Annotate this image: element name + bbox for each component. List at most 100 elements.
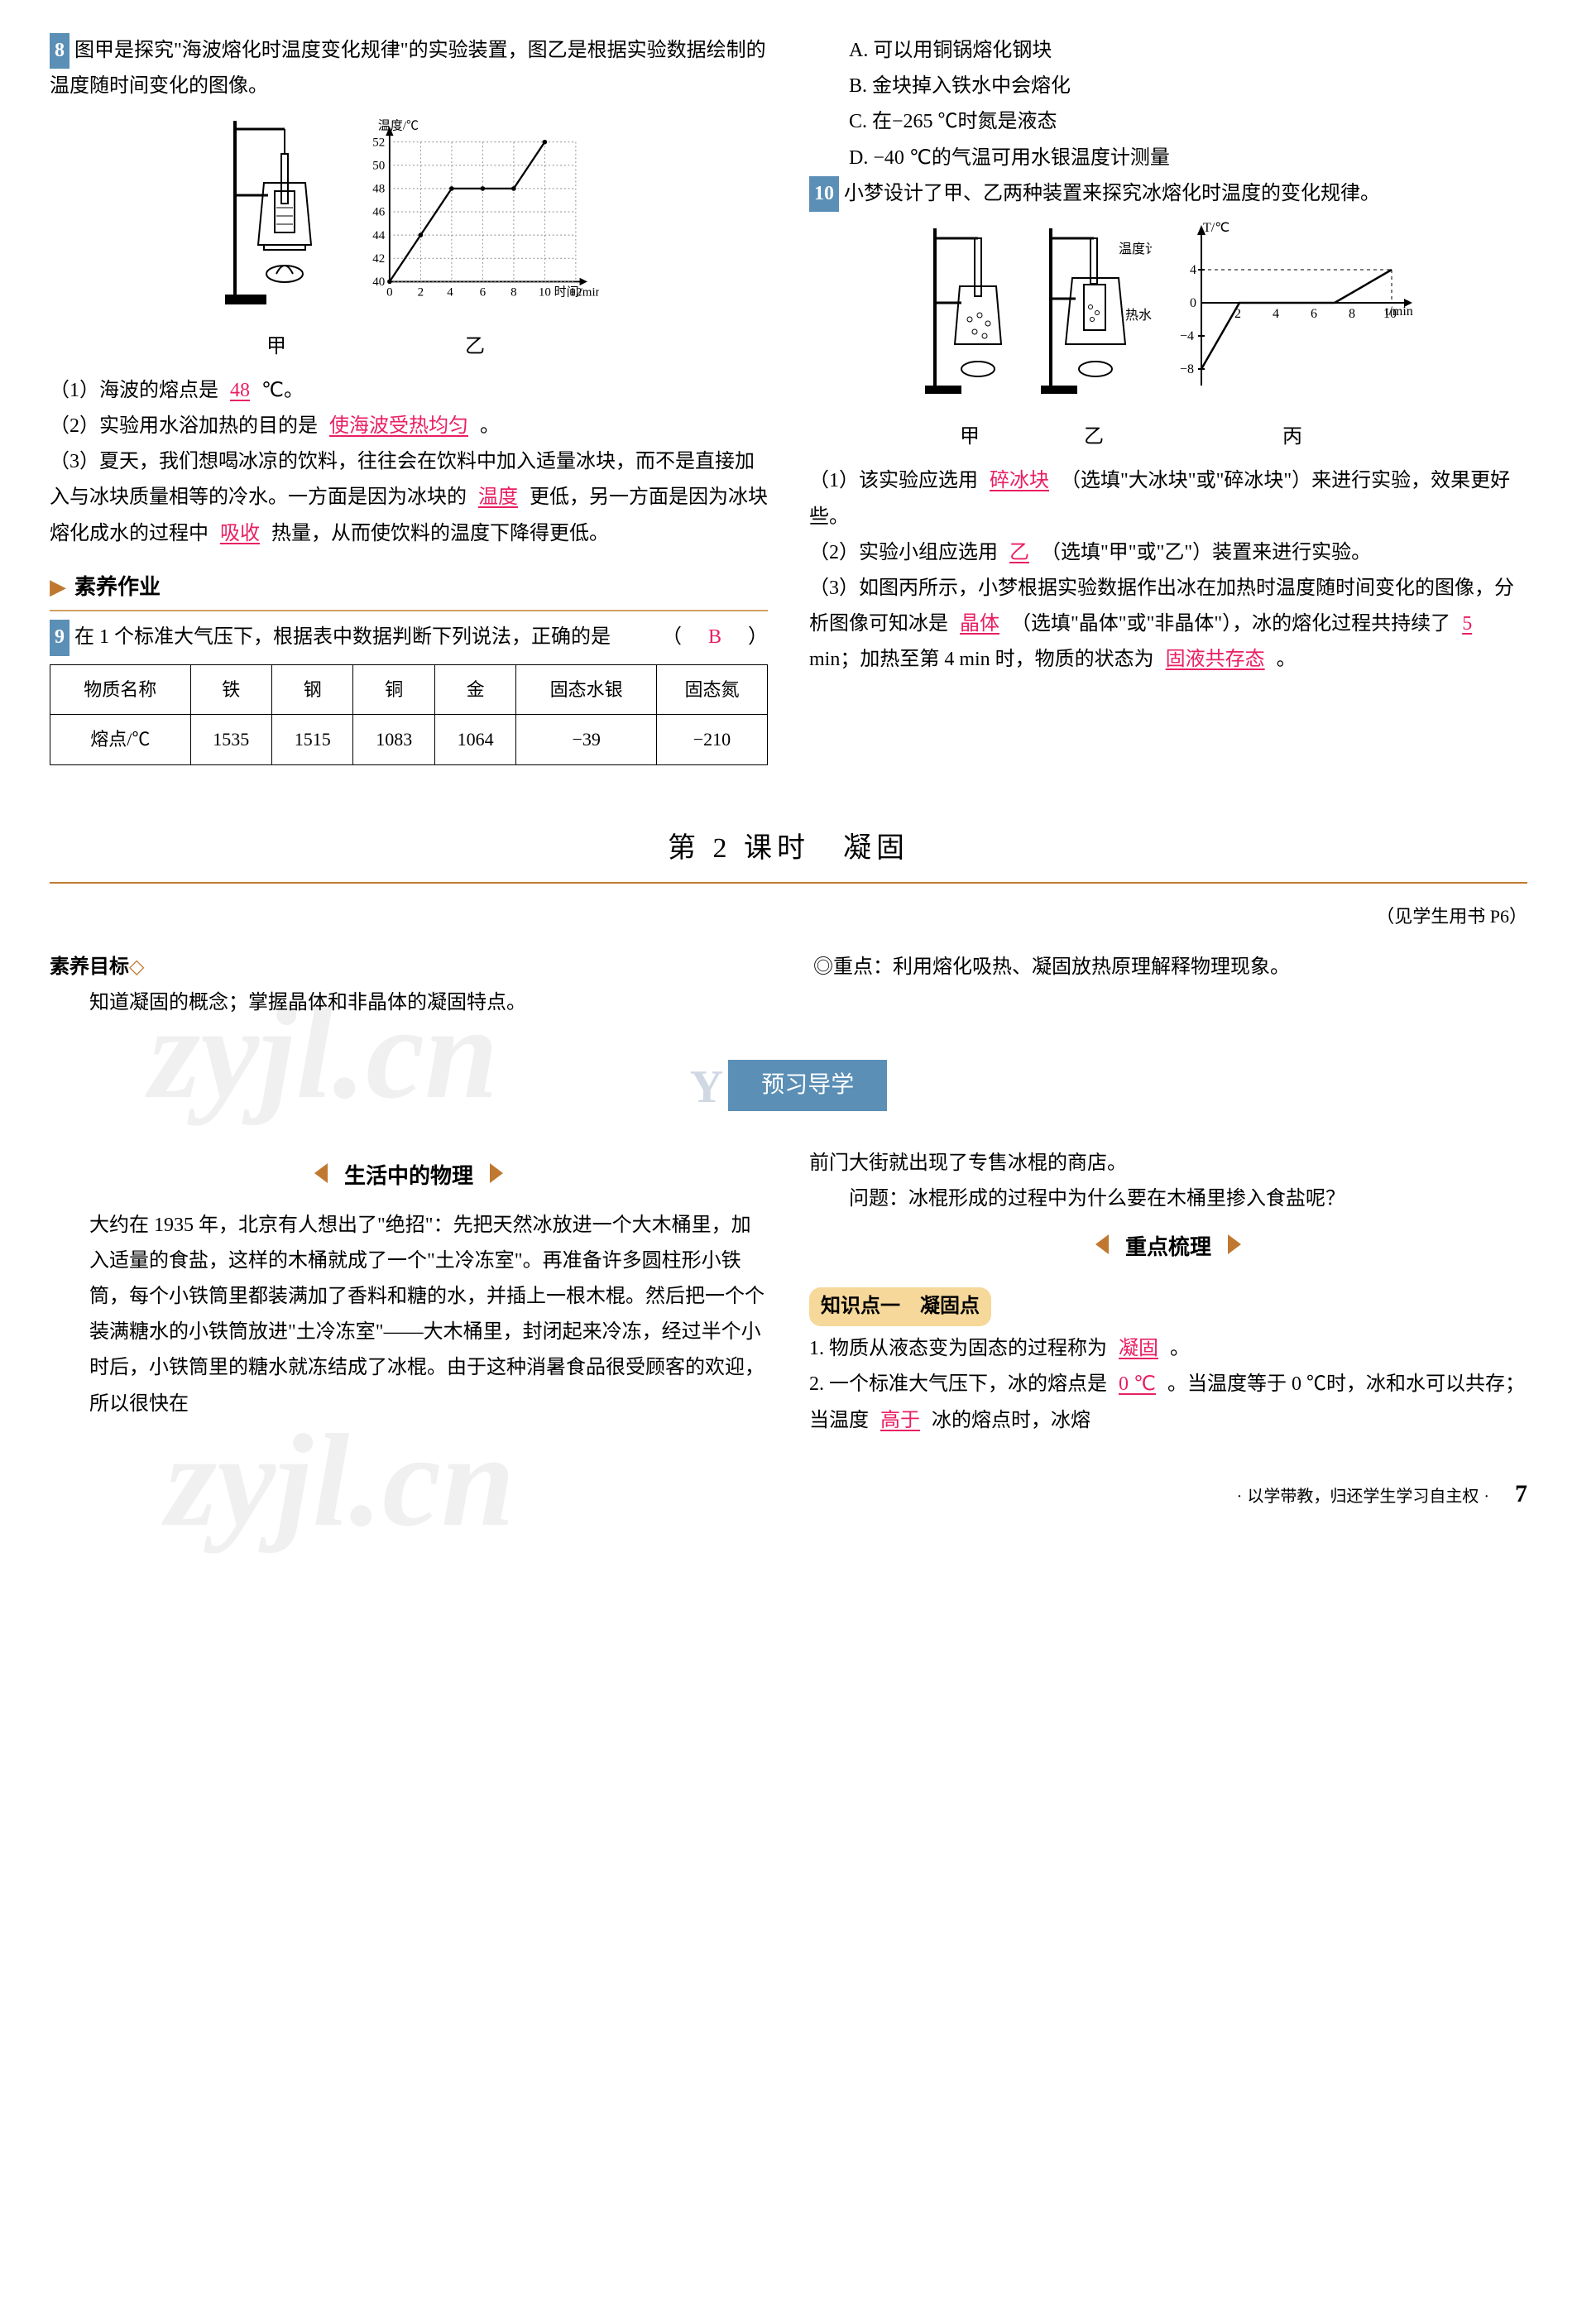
q10-p3a-ans: 晶体 xyxy=(953,613,1006,635)
kp1-l2c: 冰的熔点时，冰熔 xyxy=(932,1410,1090,1431)
q9-optD: D. −40 ℃的气温可用水银温度计测量 xyxy=(809,141,1527,176)
svg-text:50: 50 xyxy=(372,160,385,173)
lower-right: 前门大街就出现了专售冰棍的商店。 问题：冰棍形成的过程中为什么要在木桶里掺入食盐… xyxy=(809,1146,1527,1439)
apparatus-yi2-svg: 温度计 热水 xyxy=(1036,220,1152,402)
q9-optB: B. 金块掉入铁水中会熔化 xyxy=(809,69,1527,104)
td: 1064 xyxy=(434,715,515,765)
tri-icon xyxy=(490,1163,503,1183)
q9-table: 物质名称 铁 钢 铜 金 固态水银 固态氮 熔点/℃ 1535 1515 108… xyxy=(50,664,768,765)
obj-label: 素养目标 xyxy=(50,956,129,978)
td: 铜 xyxy=(353,664,434,715)
lower-left: 生活中的物理 大约在 1935 年，北京有人想出了"绝招"：先把天然冰放进一个大… xyxy=(50,1146,768,1439)
svg-text:8: 8 xyxy=(1349,307,1355,321)
lesson-sub: （见学生用书 P6） xyxy=(50,900,1527,933)
q10-num: 10 xyxy=(809,176,839,212)
svg-text:10: 10 xyxy=(1383,307,1397,321)
svg-text:0: 0 xyxy=(386,286,393,299)
td: 钢 xyxy=(272,664,353,715)
svg-text:40: 40 xyxy=(372,276,385,289)
story-a: 大约在 1935 年，北京有人想出了"绝招"：先把天然冰放进一个大木桶里，加入适… xyxy=(50,1208,768,1422)
kp1-l1: 1. 物质从液态变为固态的过程称为 凝固 。 xyxy=(809,1331,1527,1367)
q10-p3c: min；加热至第 4 min 时，物质的状态为 xyxy=(809,649,1154,670)
svg-text:−8: −8 xyxy=(1180,362,1194,376)
svg-text:46: 46 xyxy=(372,206,386,219)
tri-icon xyxy=(1228,1234,1241,1254)
svg-text:−4: −4 xyxy=(1180,329,1194,343)
kp1-l2: 2. 一个标准大气压下，冰的熔点是 0 ℃ 。当温度等于 0 ℃时，冰和水可以共… xyxy=(809,1367,1527,1438)
q10-p3b-ans: 5 xyxy=(1455,613,1479,635)
diamond-icon: ◇ xyxy=(129,956,144,978)
y-icon: Y xyxy=(690,1061,723,1113)
story-b2: 问题：冰棍形成的过程中为什么要在木桶里掺入食盐呢？ xyxy=(809,1181,1527,1217)
q8-p3c: 热量，从而使饮料的温度下降得更低。 xyxy=(271,523,609,544)
obj-text: 知道凝固的概念；掌握晶体和非晶体的凝固特点。 xyxy=(50,985,764,1021)
kp1-l2a: 2. 一个标准大气压下，冰的熔点是 xyxy=(809,1373,1107,1395)
key-text: 利用熔化吸热、凝固放热原理解释物理现象。 xyxy=(893,956,1290,978)
td: −39 xyxy=(516,715,657,765)
svg-text:12: 12 xyxy=(569,286,582,299)
svg-text:2: 2 xyxy=(418,286,424,299)
prereview-banner: Y 预习导学 xyxy=(50,1046,1527,1129)
q8-p2-post: 。 xyxy=(480,415,500,437)
q10-cap-jia: 甲 xyxy=(920,419,1019,455)
ylab: 温度/℃ xyxy=(378,119,419,133)
kp1-l2b-ans: 高于 xyxy=(874,1410,927,1431)
q10-stem-text: 小梦设计了甲、乙两种装置来探究冰熔化时温度的变化规律。 xyxy=(844,183,1380,204)
td: −210 xyxy=(656,715,767,765)
page-number: 7 xyxy=(1515,1472,1527,1517)
td: 铁 xyxy=(190,664,271,715)
q10-p3c-ans: 固液共存态 xyxy=(1159,649,1272,670)
svg-text:10: 10 xyxy=(539,286,551,299)
objectives: 素养目标◇ 知道凝固的概念；掌握晶体和非晶体的凝固特点。 xyxy=(50,950,764,1021)
svg-text:6: 6 xyxy=(1311,307,1317,321)
q8-stem-text: 图甲是探究"海波熔化时温度变化规律"的实验装置，图乙是根据实验数据绘制的温度随时… xyxy=(50,40,766,97)
q9-optC: C. 在−265 ℃时氮是液态 xyxy=(809,104,1527,140)
q9-ans: B xyxy=(702,626,728,648)
td: 金 xyxy=(434,664,515,715)
q9-answer-paren: （ B ） xyxy=(662,620,768,655)
q8-p1: （1）海波的熔点是 48 ℃。 xyxy=(50,373,768,409)
key-label: ◎重点： xyxy=(813,956,893,978)
footer-motto: 以学带教，归还学生学习自主权 xyxy=(1232,1488,1494,1506)
q8-p2: （2）实验用水浴加热的目的是 使海波受热均匀 。 xyxy=(50,409,768,444)
q9-optA: A. 可以用铜锅熔化钢块 xyxy=(809,33,1527,69)
q10-p1: （1）该实验应选用 碎冰块 （选填"大冰块"或"碎冰块"）来进行实验，效果更好些… xyxy=(809,463,1527,534)
kp1-l1a-ans: 凝固 xyxy=(1112,1338,1165,1359)
q8-figures: 甲 温度/℃ 时间/min xyxy=(50,113,768,364)
q9-num: 9 xyxy=(50,620,70,655)
svg-text:4: 4 xyxy=(1190,263,1196,277)
subhead-keypoints: 重点梳理 xyxy=(809,1229,1527,1267)
kp1-l1a: 1. 物质从液态变为固态的过程称为 xyxy=(809,1338,1107,1359)
q10-p3b: （选填"晶体"或"非晶体"），冰的熔化过程共持续了 xyxy=(1011,613,1450,635)
q8-stem: 8图甲是探究"海波熔化时温度变化规律"的实验装置，图乙是根据实验数据绘制的温度随… xyxy=(50,33,768,104)
section-hw-title: 素养作业 xyxy=(74,568,161,607)
q10-p3: （3）如图丙所示，小梦根据实验数据作出冰在加热时温度随时间变化的图像，分析图像可… xyxy=(809,571,1527,678)
svg-text:8: 8 xyxy=(510,286,517,299)
footer: 以学带教，归还学生学习自主权 7 xyxy=(50,1472,1527,1517)
table-row: 熔点/℃ 1535 1515 1083 1064 −39 −210 xyxy=(50,715,768,765)
svg-text:44: 44 xyxy=(372,229,386,242)
td: 固态水银 xyxy=(516,664,657,715)
q9-stem-text: 在 1 个标准大气压下，根据表中数据判断下列说法，正确的是 xyxy=(74,626,611,648)
svg-text:42: 42 xyxy=(372,252,385,266)
svg-text:48: 48 xyxy=(372,183,385,196)
q8-p2-pre: （2）实验用水浴加热的目的是 xyxy=(50,415,318,437)
q10-fig-bing: T/℃ t/min −8 −4 0 4 2 4 xyxy=(1168,220,1416,455)
svg-text:热水: 热水 xyxy=(1125,308,1152,323)
svg-text:温度计: 温度计 xyxy=(1119,242,1152,256)
td: 1535 xyxy=(190,715,271,765)
svg-text:0: 0 xyxy=(1190,296,1196,310)
q10-p1-ans: 碎冰块 xyxy=(983,470,1056,491)
q8-p3b-ans: 吸收 xyxy=(213,523,266,544)
q9-stem: 9在 1 个标准大气压下，根据表中数据判断下列说法，正确的是 （ B ） xyxy=(50,620,768,655)
kp1-l1b: 。 xyxy=(1170,1338,1190,1359)
subA-title: 生活中的物理 xyxy=(333,1157,485,1196)
chart-bing-svg: T/℃ t/min −8 −4 0 4 2 4 xyxy=(1168,220,1416,402)
story-b1: 前门大街就出现了专售冰棍的商店。 xyxy=(809,1146,1527,1181)
q10-p1-pre: （1）该实验应选用 xyxy=(809,470,978,491)
svg-text:4: 4 xyxy=(1273,307,1279,321)
q10-figures: 甲 温度计 热水 xyxy=(809,220,1527,455)
apparatus-jia-svg xyxy=(218,113,334,311)
section-homework: ▶ 素养作业 xyxy=(50,568,768,612)
td: 1515 xyxy=(272,715,353,765)
